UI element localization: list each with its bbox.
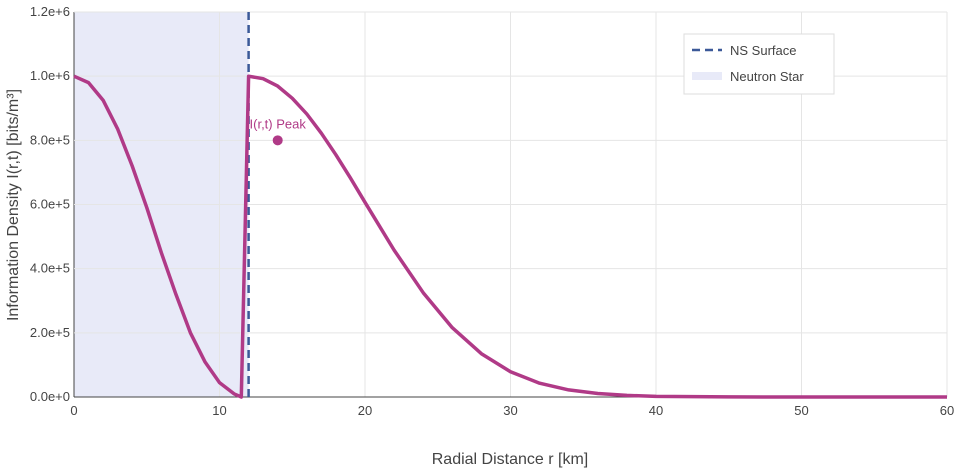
y-tick-label: 6.0e+5 (30, 197, 70, 212)
x-tick-labels: 0 10 20 30 40 50 60 (70, 403, 954, 418)
legend-ns-surface-label: NS Surface (730, 43, 796, 58)
peak-annotation-label: I(r,t) Peak (250, 116, 307, 131)
y-tick-label: 0.0e+0 (30, 389, 70, 404)
x-tick-label: 10 (212, 403, 226, 418)
y-tick-labels: 0.0e+0 2.0e+5 4.0e+5 6.0e+5 8.0e+5 1.0e+6 1.2e… (30, 4, 70, 404)
legend-neutron-star-swatch (692, 72, 722, 80)
x-tick-label: 0 (70, 403, 77, 418)
x-tick-label: 50 (794, 403, 808, 418)
x-tick-label: 20 (358, 403, 372, 418)
y-tick-label: 8.0e+5 (30, 132, 70, 147)
y-tick-label: 1.2e+6 (30, 4, 70, 19)
legend-box (683, 33, 835, 95)
x-tick-label: 60 (940, 403, 954, 418)
y-tick-label: 1.0e+6 (30, 68, 70, 83)
peak-annotation-marker (272, 135, 283, 146)
y-tick-label: 4.0e+5 (30, 261, 70, 276)
x-tick-label: 40 (649, 403, 663, 418)
y-tick-label: 2.0e+5 (30, 325, 70, 340)
legend-neutron-star-label: Neutron Star (730, 69, 804, 84)
y-axis-title: Information Density I(r,t) [bits/m³] (5, 89, 22, 321)
information-density-line (73, 74, 947, 399)
x-axis-title: Radial Distance r [km] (432, 451, 589, 468)
legend: NS Surface Neutron Star (683, 33, 835, 95)
x-tick-label: 30 (503, 403, 517, 418)
